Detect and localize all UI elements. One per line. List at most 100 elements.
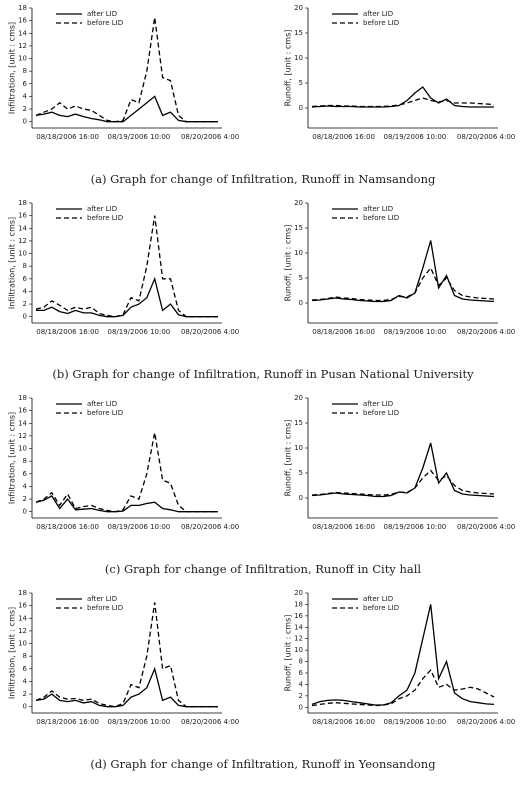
y-tick-label: 2	[23, 300, 27, 308]
y-tick-label: 10	[294, 444, 303, 452]
y-tick-label: 4	[23, 677, 28, 685]
legend-label: after LID	[87, 205, 117, 213]
x-tick-label: 08/19/2006 10:00	[108, 328, 171, 336]
y-tick-label: 16	[18, 212, 27, 220]
x-tick-label: 08/19/2006 10:00	[384, 718, 447, 726]
x-tick-label: 08/20/2006 4:00	[457, 133, 515, 141]
series-line	[35, 602, 218, 708]
series-line	[311, 97, 495, 108]
x-tick-label: 08/18/2006 16:00	[312, 328, 375, 336]
legend-label: after LID	[87, 400, 117, 408]
y-tick-label: 6	[23, 80, 28, 88]
y-tick-label: 15	[294, 224, 303, 232]
legend-label: after LID	[363, 10, 393, 18]
caption: (a) Graph for change of Infiltration, Ru…	[91, 172, 436, 186]
series-line	[311, 240, 495, 303]
y-tick-label: 16	[294, 612, 303, 620]
x-tick-label: 08/20/2006 4:00	[457, 718, 515, 726]
series-line	[311, 442, 495, 498]
x-tick-label: 08/20/2006 4:00	[181, 718, 239, 726]
legend-label: before LID	[87, 19, 123, 27]
y-tick-label: 8	[23, 67, 27, 75]
y-tick-label: 12	[294, 635, 303, 643]
legend-label: before LID	[363, 19, 399, 27]
y-tick-label: 20	[294, 589, 303, 597]
series-line	[35, 17, 218, 123]
legend-label: before LID	[363, 409, 399, 417]
x-tick-label: 08/18/2006 16:00	[36, 133, 99, 141]
x-tick-label: 08/19/2006 10:00	[108, 133, 171, 141]
x-tick-label: 08/18/2006 16:00	[312, 718, 375, 726]
legend-label: before LID	[363, 604, 399, 612]
y-tick-label: 2	[23, 105, 27, 113]
caption: (d) Graph for change of Infiltration, Ru…	[90, 757, 436, 771]
y-tick-label: 10	[18, 250, 27, 258]
legend-label: before LID	[87, 604, 123, 612]
x-tick-label: 08/19/2006 10:00	[108, 523, 171, 531]
legend-label: after LID	[363, 595, 393, 603]
legend-label: before LID	[87, 214, 123, 222]
y-axis-label: Infiltration, [unit : cms]	[8, 607, 17, 699]
y-tick-label: 10	[294, 249, 303, 257]
y-axis-label: Infiltration, [unit : cms]	[8, 22, 17, 114]
y-tick-label: 0	[299, 494, 303, 502]
y-tick-label: 12	[18, 432, 27, 440]
y-tick-label: 15	[294, 29, 303, 37]
y-tick-label: 10	[294, 646, 303, 654]
y-tick-label: 18	[18, 394, 27, 402]
series-line	[311, 469, 495, 496]
x-tick-label: 08/18/2006 16:00	[312, 133, 375, 141]
y-tick-label: 15	[294, 419, 303, 427]
y-tick-label: 10	[18, 55, 27, 63]
y-tick-label: 5	[299, 79, 303, 87]
legend-label: after LID	[87, 10, 117, 18]
y-axis-label: Runoff, [unit : cms]	[284, 420, 293, 497]
y-tick-label: 16	[18, 17, 27, 25]
series-line	[35, 432, 218, 513]
y-tick-label: 4	[23, 287, 28, 295]
series-line	[311, 604, 495, 706]
legend-label: after LID	[87, 595, 117, 603]
y-tick-label: 0	[23, 118, 27, 126]
y-axis-label: Infiltration, [unit : cms]	[8, 217, 17, 309]
x-tick-label: 08/19/2006 10:00	[384, 523, 447, 531]
x-tick-label: 08/19/2006 10:00	[384, 328, 447, 336]
y-tick-label: 20	[294, 4, 303, 12]
x-tick-label: 08/18/2006 16:00	[36, 718, 99, 726]
y-tick-label: 0	[299, 104, 303, 112]
y-tick-label: 10	[18, 445, 27, 453]
y-tick-label: 14	[18, 614, 27, 622]
y-axis-label: Infiltration, [unit : cms]	[8, 412, 17, 504]
y-tick-label: 14	[18, 29, 27, 37]
legend-label: before LID	[363, 214, 399, 222]
x-tick-label: 08/19/2006 10:00	[384, 133, 447, 141]
x-tick-label: 08/20/2006 4:00	[181, 133, 239, 141]
y-axis-label: Runoff, [unit : cms]	[284, 225, 293, 302]
x-tick-label: 08/19/2006 10:00	[108, 718, 171, 726]
y-tick-label: 16	[18, 602, 27, 610]
y-tick-label: 14	[294, 623, 303, 631]
y-tick-label: 4	[23, 482, 28, 490]
y-tick-label: 12	[18, 237, 27, 245]
x-tick-label: 08/20/2006 4:00	[457, 328, 515, 336]
y-tick-label: 20	[294, 199, 303, 207]
x-tick-label: 08/20/2006 4:00	[181, 328, 239, 336]
y-tick-label: 2	[23, 690, 27, 698]
y-tick-label: 20	[294, 394, 303, 402]
series-line	[35, 215, 218, 318]
y-tick-label: 6	[23, 665, 28, 673]
y-tick-label: 18	[294, 600, 303, 608]
series-line	[311, 266, 495, 302]
y-tick-label: 6	[23, 470, 28, 478]
x-tick-label: 08/18/2006 16:00	[36, 523, 99, 531]
legend-label: before LID	[87, 409, 123, 417]
y-tick-label: 0	[23, 703, 27, 711]
y-tick-label: 8	[23, 652, 27, 660]
y-tick-label: 18	[18, 199, 27, 207]
x-tick-label: 08/18/2006 16:00	[36, 328, 99, 336]
y-axis-label: Runoff, [unit : cms]	[284, 615, 293, 692]
y-tick-label: 12	[18, 627, 27, 635]
series-line	[35, 95, 218, 123]
y-tick-label: 18	[18, 4, 27, 12]
